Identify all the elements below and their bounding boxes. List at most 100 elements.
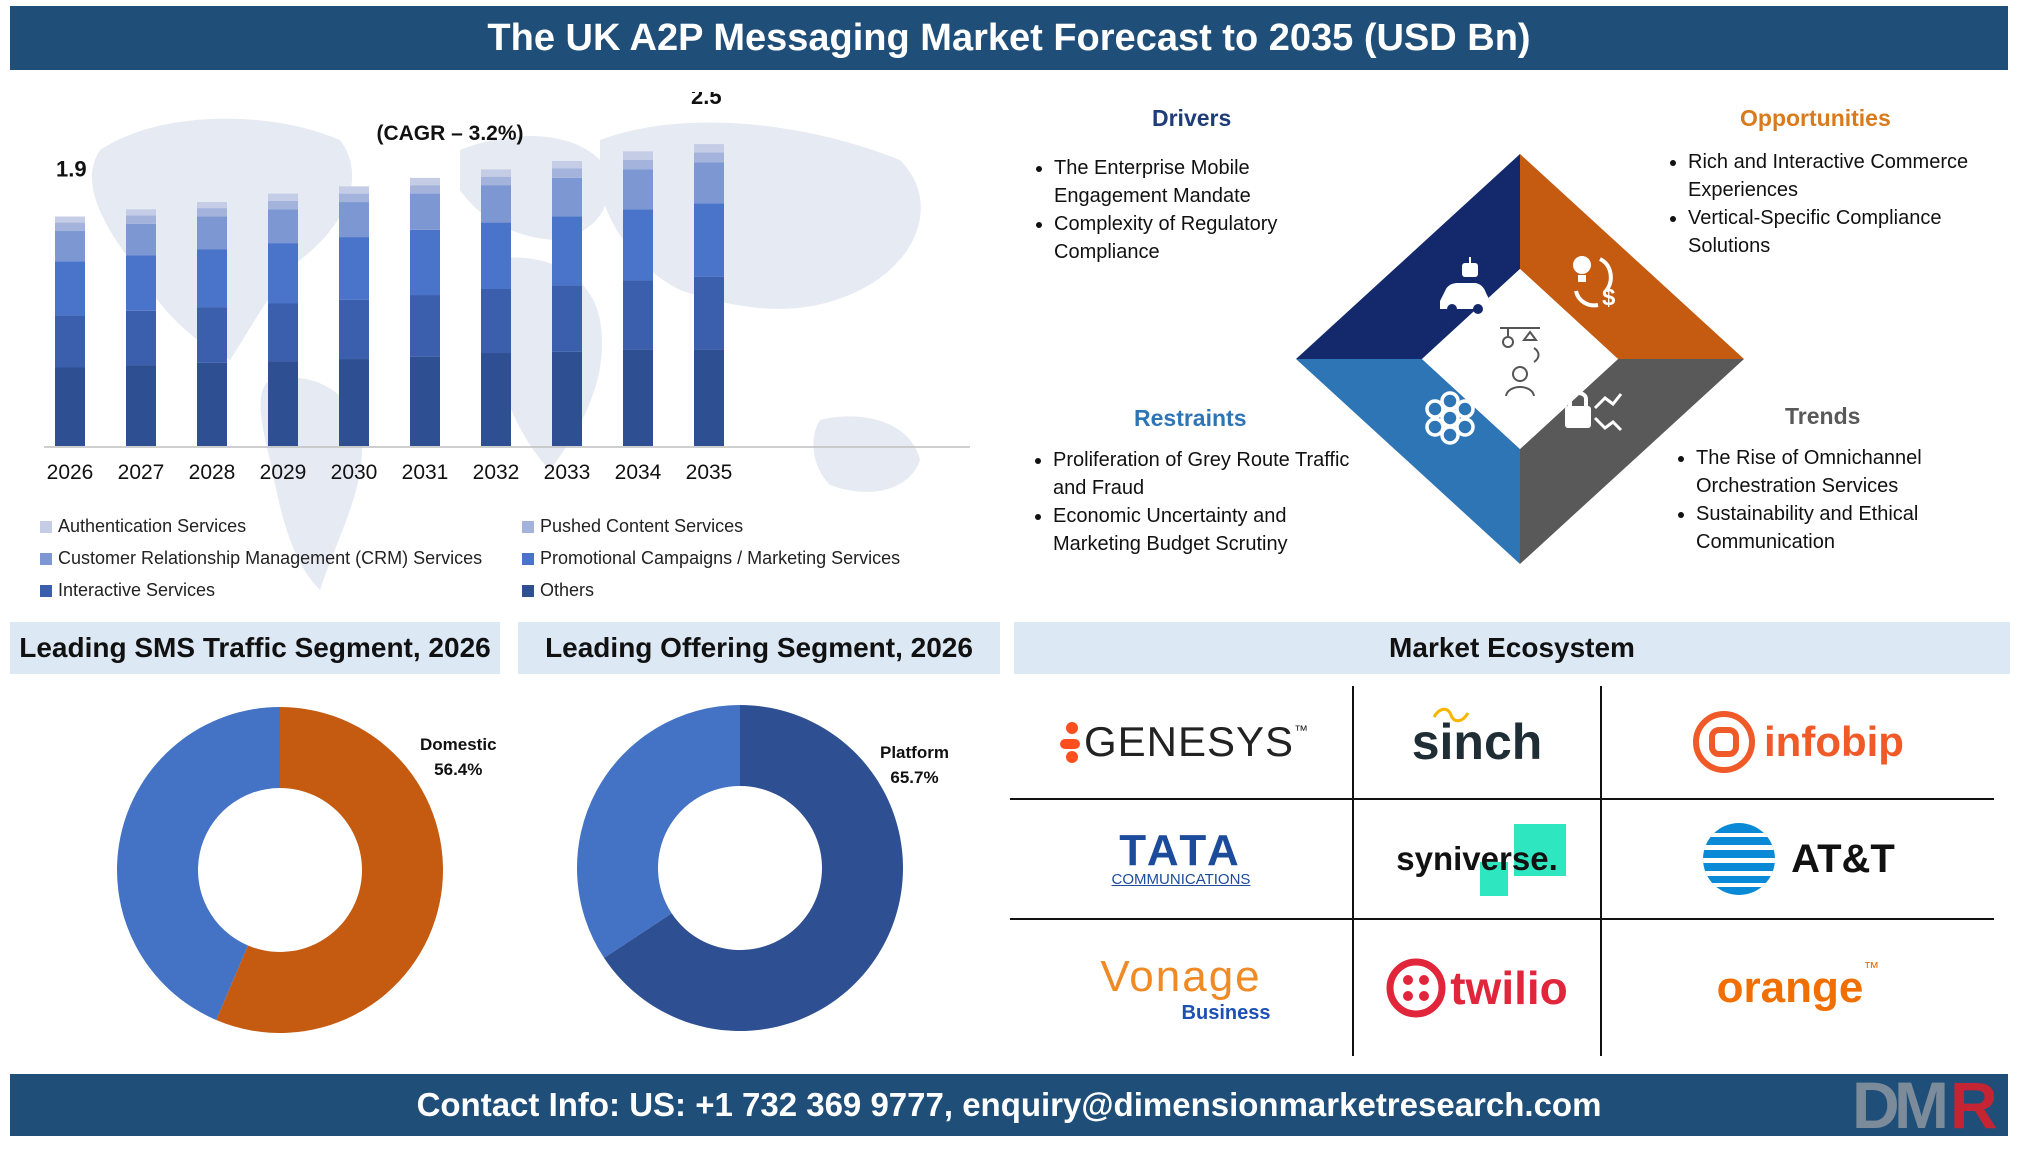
bar-segment (410, 356, 440, 446)
bar-segment (694, 162, 724, 204)
restraints-title: Restraints (1134, 405, 1247, 431)
trends-item: The Rise of Omnichannel Orchestration Se… (1696, 444, 2016, 500)
legend-swatch (522, 552, 534, 565)
tata-logo: TATA COMMUNICATIONS (1010, 800, 1352, 918)
opportunities-item: Vertical-Specific Compliance Solutions (1688, 204, 2018, 260)
bar-segment (197, 307, 227, 363)
bar-segment (126, 215, 156, 224)
bar-segment (481, 353, 511, 446)
grid-divider (1600, 686, 1602, 1056)
bar-segment (481, 222, 511, 289)
bar-segment (552, 177, 582, 217)
sinch-mark-icon (1432, 707, 1469, 723)
bar-segment (623, 159, 653, 170)
infobip-logo: infobip (1602, 686, 1994, 798)
bar-segment (268, 193, 298, 201)
robot-car-icon (1440, 257, 1490, 314)
legend-swatch (40, 584, 52, 597)
logo-text: Vonage (1100, 951, 1262, 1001)
x-tick-label: 2032 (473, 461, 520, 484)
opportunities-item: Rich and Interactive Commerce Experience… (1688, 148, 2018, 204)
bar-segment (339, 359, 369, 446)
market-ecosystem-title: Market Ecosystem (1014, 622, 2010, 674)
svg-text:D: D (1852, 1068, 1900, 1138)
bar-segment (197, 362, 227, 446)
logo-text: twilio (1450, 962, 1568, 1014)
idea-dollar-icon: $ (1573, 256, 1616, 311)
genesys-mark-icon (1059, 722, 1080, 763)
dmr-logo: D M R (1850, 1066, 2010, 1142)
opportunities-list: Rich and Interactive Commerce Experience… (1660, 148, 2018, 260)
bar-segment (268, 361, 298, 446)
svg-text:M: M (1894, 1068, 1949, 1138)
att-logo: AT&T (1602, 800, 1994, 918)
stacked-bar-chart: 2026 2027 2028 2029 2030 2031 2032 2033 2034 2035… (44, 92, 970, 484)
grid-divider (1010, 798, 1994, 800)
slice-name: Platform (880, 743, 949, 762)
bar-segment (623, 169, 653, 210)
data-label-last: 2.5 (691, 92, 722, 109)
bar-segment (55, 222, 85, 232)
legend-item: Pushed Content Services (522, 516, 743, 537)
logo-text: infobip (1764, 718, 1904, 765)
drivers-diamond: $ (1296, 154, 1744, 564)
bar-segment (55, 367, 85, 446)
sms-segment-title: Leading SMS Traffic Segment, 2026 (10, 622, 500, 674)
bar-segment (339, 299, 369, 360)
donut-label-platform: Platform 65.7% (880, 740, 949, 790)
grid-divider (1352, 686, 1354, 1056)
att-globe-icon (1703, 823, 1776, 895)
bar-segment (552, 216, 582, 286)
bar-segment (552, 351, 582, 446)
bar-segment (410, 229, 440, 296)
legend-item: Authentication Services (40, 516, 246, 537)
bar-segment (268, 200, 298, 210)
drivers-item: Complexity of Regulatory Compliance (1054, 210, 1354, 266)
logo-text: TATA (1119, 825, 1243, 875)
bar-segment (552, 160, 582, 169)
legend-label: Promotional Campaigns / Marketing Servic… (540, 548, 901, 568)
bar-segment (552, 168, 582, 178)
sinch-logo: sinch (1354, 686, 1600, 798)
bar-segment (126, 255, 156, 311)
x-tick-label: 2029 (260, 461, 307, 484)
bar-segment (623, 209, 653, 281)
x-tick-label: 2030 (331, 461, 378, 484)
trends-item: Sustainability and Ethical Communication (1696, 500, 2016, 556)
drivers-title: Drivers (1152, 105, 1232, 131)
logo-text: GENESYS (1083, 718, 1295, 765)
legend-item: Customer Relationship Management (CRM) S… (40, 548, 482, 569)
bar-segment (410, 193, 440, 230)
bar-segment (481, 169, 511, 177)
donut-slice (577, 705, 740, 958)
offering-segment-title: Leading Offering Segment, 2026 (518, 622, 1000, 674)
offering-donut-chart (577, 705, 903, 1031)
bar-segment (694, 276, 724, 350)
bar-segment (481, 289, 511, 354)
restraints-list: Proliferation of Grey Route Traffic and … (1025, 446, 1353, 558)
bar-segment (197, 249, 227, 308)
twilio-mark-icon (1386, 958, 1446, 1018)
x-tick-label: 2034 (615, 461, 662, 484)
bar-segment (623, 151, 653, 160)
syniverse-logo: syniverse. (1354, 800, 1600, 918)
dmr-logo-mark: D M R (1852, 1068, 1998, 1142)
drivers-list: The Enterprise Mobile Engagement Mandate… (1026, 154, 1354, 266)
bar-segment (55, 216, 85, 223)
person-icon (1500, 327, 1540, 397)
x-tick-label: 2035 (686, 461, 733, 484)
bar-segment (126, 310, 156, 366)
legend-label: Others (540, 580, 595, 600)
x-tick-label: 2027 (118, 461, 165, 484)
bar-segment (694, 144, 724, 153)
logo-subtext: Business (1181, 1001, 1271, 1024)
bar-segment (126, 223, 156, 256)
infobip-mark-icon (1693, 711, 1756, 773)
logo-text: AT&T (1791, 836, 1895, 881)
bar-segment (623, 349, 653, 446)
legend-item: Promotional Campaigns / Marketing Servic… (522, 548, 900, 569)
bar-segment (410, 295, 440, 357)
logo-suffix: ™ (1863, 960, 1880, 977)
legend-item: Interactive Services (40, 580, 215, 601)
logo-text: sinch (1411, 714, 1543, 770)
